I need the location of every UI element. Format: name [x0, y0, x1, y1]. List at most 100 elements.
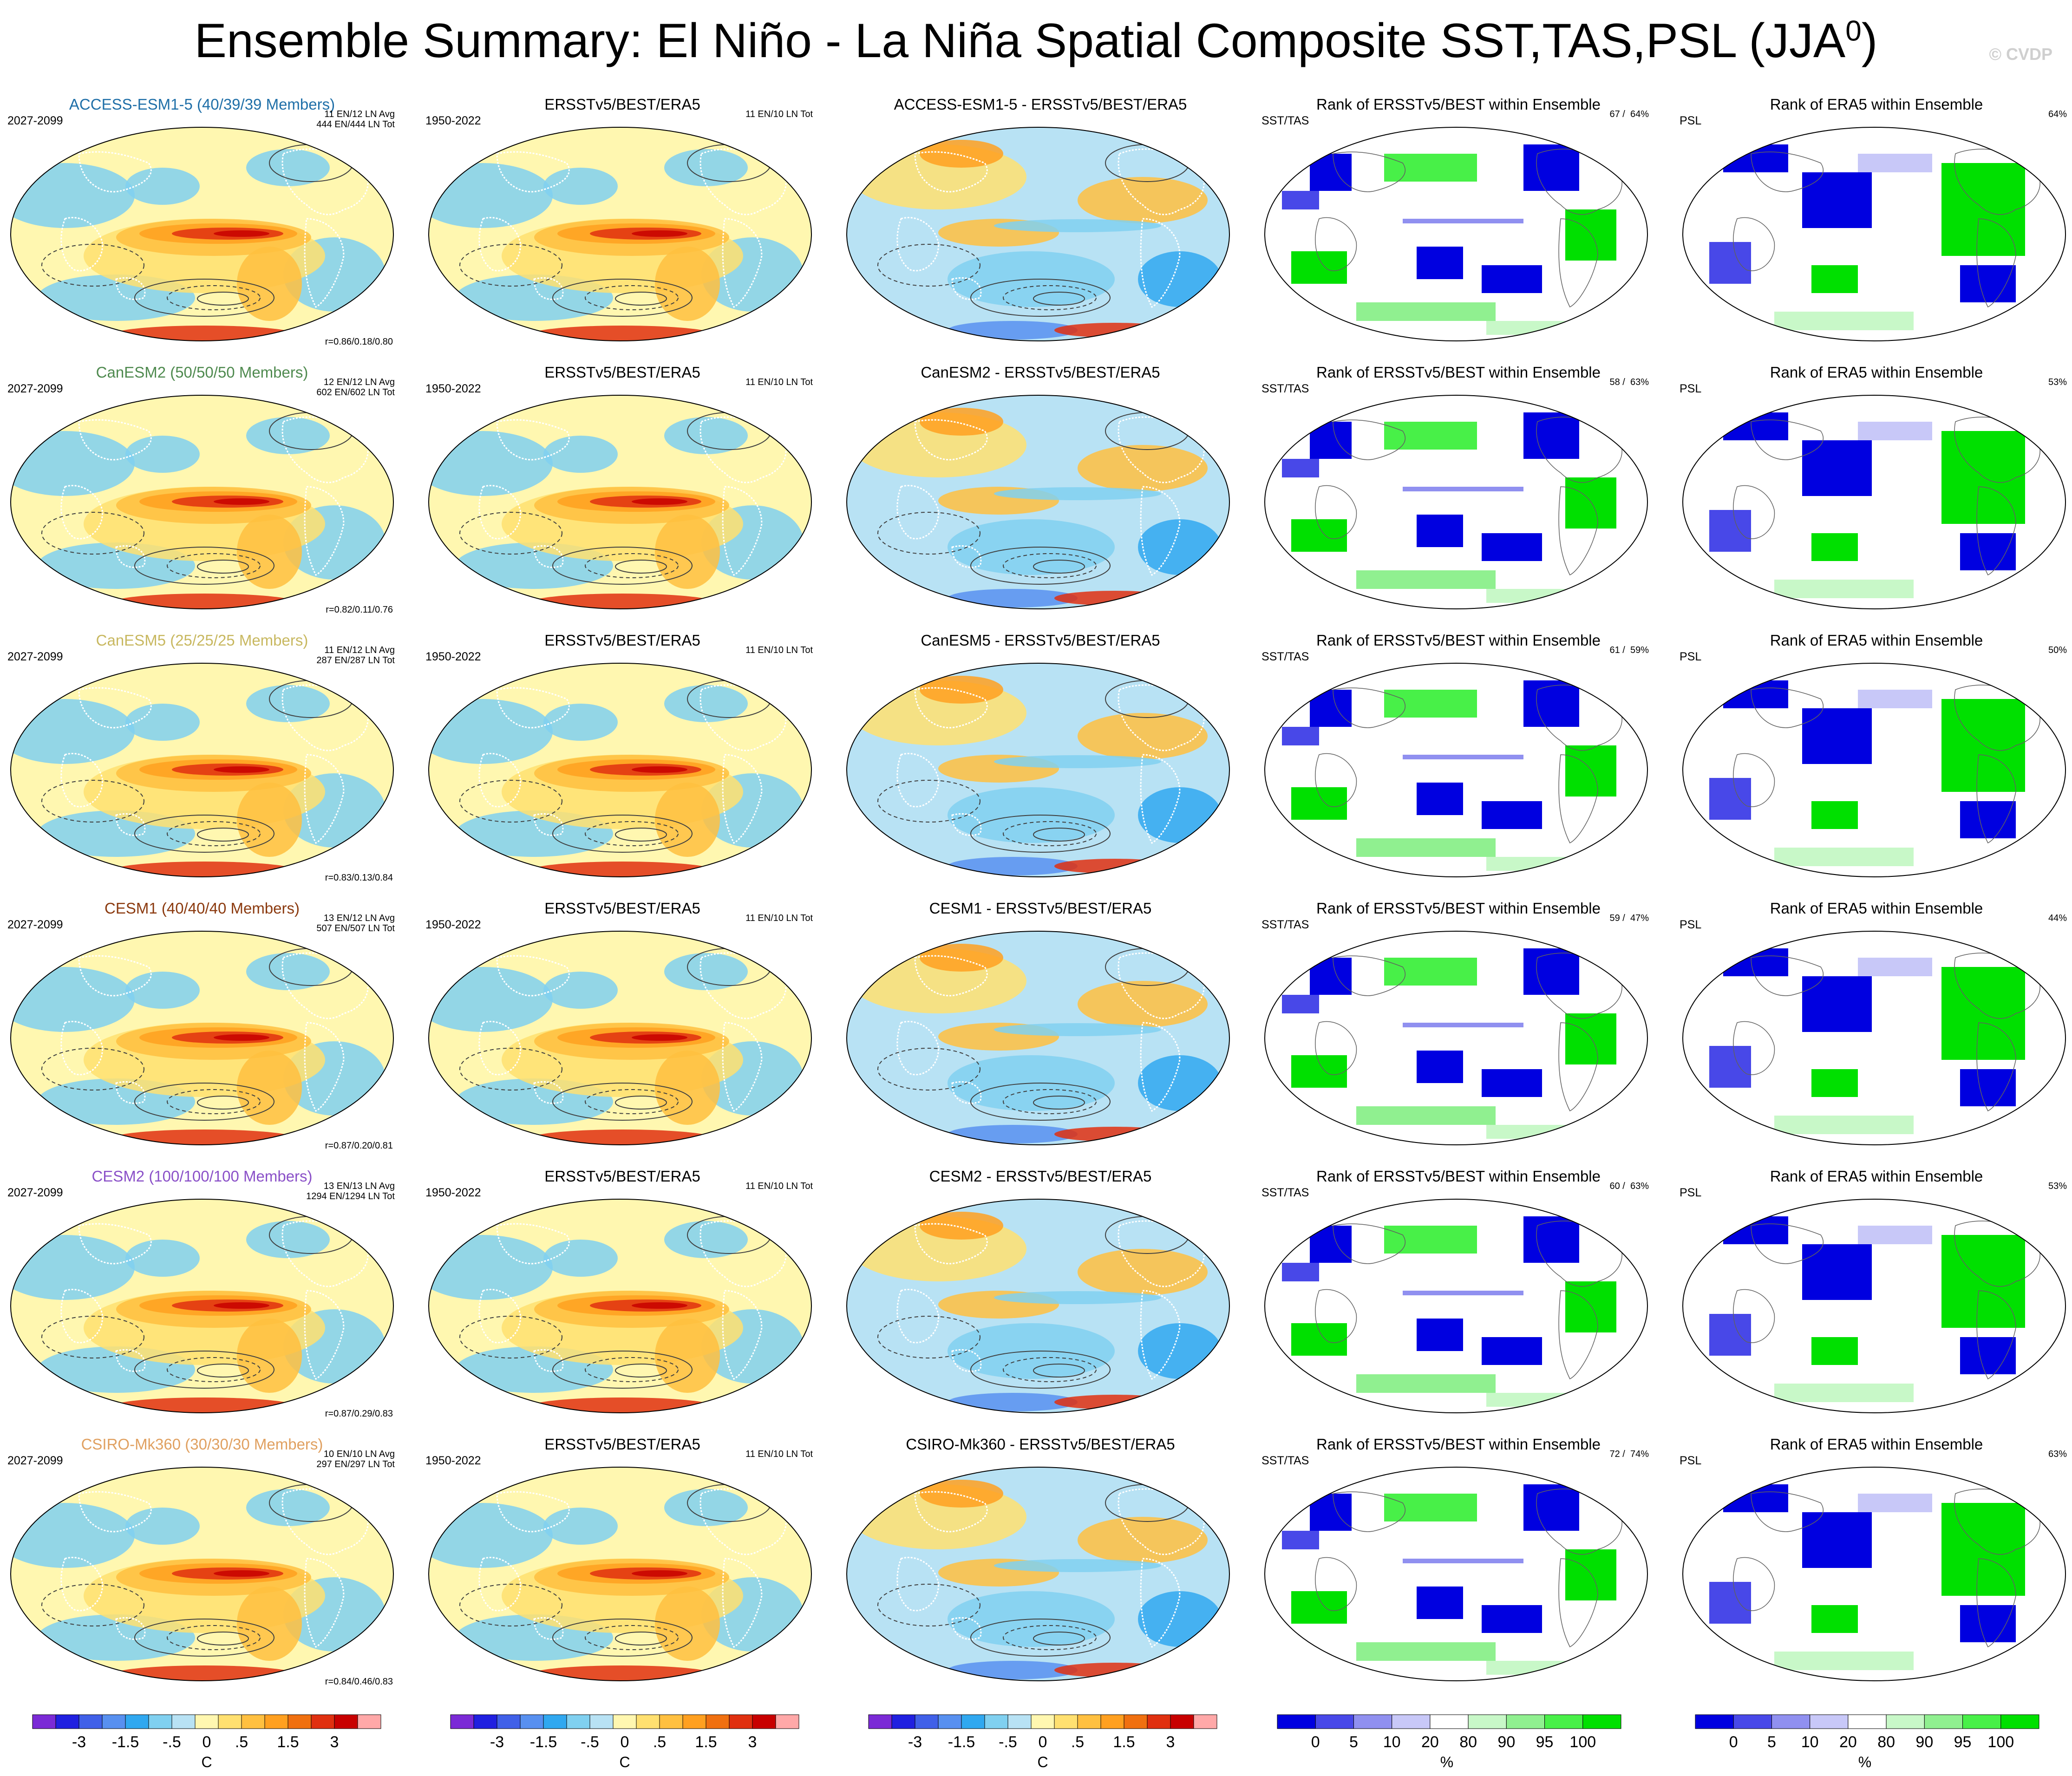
map-model — [9, 662, 395, 878]
rank-region — [1310, 1494, 1352, 1531]
panel-rank-psl-2: Rank of ERA5 within Ensemble PSL 50% — [1672, 631, 2072, 891]
colorbar-tick-label: -1.5 — [530, 1733, 557, 1751]
land-outline — [914, 1223, 988, 1265]
colorbar-svg: 0 5 10 20 80 90 95 100 — [1277, 1714, 1621, 1751]
psl-contour — [1003, 821, 1097, 846]
land-outline — [896, 1020, 939, 1076]
panel-model-5: CSIRO-Mk360 (30/30/30 Members) 2027-2099 1… — [0, 1435, 409, 1695]
colorbar-tick-label: 20 — [1839, 1733, 1857, 1751]
map-plot — [428, 1199, 812, 1413]
psl-contour — [1003, 1625, 1097, 1650]
coastline — [1315, 485, 1357, 539]
rank-region — [1486, 857, 1579, 871]
land-outline — [60, 216, 103, 272]
rank-region — [1565, 1013, 1616, 1064]
rank-region — [1802, 440, 1872, 496]
map-border — [428, 127, 812, 341]
psl-contour — [41, 780, 144, 823]
rank-region — [1941, 163, 2025, 256]
colorbar-tick-label: 5 — [1349, 1733, 1358, 1751]
rank-region — [1774, 1384, 1914, 1402]
colorbar-swatch — [1054, 1714, 1078, 1729]
colorbar-swatch — [868, 1714, 892, 1729]
anomaly-region — [1078, 177, 1208, 223]
rank-region — [1523, 1216, 1579, 1263]
rank-region — [1858, 1494, 1932, 1512]
anomaly-region — [1138, 1055, 1222, 1111]
map-plot — [428, 395, 812, 609]
variable-label: PSL — [1680, 918, 1702, 931]
period-label: 1950-2022 — [425, 114, 481, 127]
colorbar-swatch — [636, 1714, 660, 1729]
coastline — [1315, 1021, 1357, 1075]
anomaly-region — [543, 168, 618, 205]
land-outline — [78, 687, 152, 729]
rank-region — [1356, 302, 1496, 321]
anomaly-region — [1078, 981, 1208, 1027]
coastline — [1976, 1290, 2016, 1380]
colorbar-tick-label: 80 — [1877, 1733, 1895, 1751]
colorbar-swatch — [1392, 1714, 1431, 1729]
land-outline — [722, 1558, 763, 1648]
rank-region — [1356, 1374, 1496, 1393]
land-outline — [304, 1558, 345, 1648]
land-outline — [115, 1617, 146, 1640]
land-outline — [478, 1556, 521, 1612]
anomaly-region — [543, 704, 618, 741]
rank-region — [1960, 533, 2016, 570]
coastline — [1558, 486, 1598, 576]
rank-region — [1709, 510, 1751, 552]
land-outline — [496, 687, 570, 729]
colorbar-swatch — [1582, 1714, 1621, 1729]
anomaly-region — [632, 230, 687, 237]
map-plot — [1264, 395, 1648, 609]
rank-percent: 50% — [2048, 645, 2067, 655]
panel-title-rank-psl: Rank of ERA5 within Ensemble — [1770, 364, 1983, 381]
map-border — [846, 1199, 1230, 1413]
rank-percent: 44% — [2048, 913, 2067, 923]
map-obs — [427, 126, 813, 342]
panel-model-1: CanESM2 (50/50/50 Members) 2027-2099 12 EN… — [0, 363, 409, 623]
panel-title-rank-sst: Rank of ERSSTv5/BEST within Ensemble — [1316, 900, 1601, 917]
colorbar-swatch — [1124, 1714, 1148, 1729]
rank-region — [1482, 265, 1542, 293]
anomaly-region — [125, 704, 200, 741]
coastline — [1558, 218, 1598, 308]
psl-contour — [1003, 1089, 1097, 1114]
psl-contour — [167, 821, 261, 846]
variable-label: SST/TAS — [1262, 1186, 1309, 1199]
rank-region — [1811, 533, 1858, 561]
map-model — [9, 1466, 395, 1682]
anomaly-region — [632, 766, 687, 773]
psl-contour — [41, 244, 144, 287]
panel-model-3: CESM1 (40/40/40 Members) 2027-2099 13 EN/1… — [0, 899, 409, 1159]
period-label: 2027-2099 — [7, 650, 63, 663]
rank-region — [1811, 1337, 1858, 1365]
map-border — [1264, 395, 1648, 609]
colorbar-tick-label: .5 — [653, 1733, 666, 1751]
colorbar-tick-label: 3 — [1166, 1733, 1175, 1751]
anomaly-region — [246, 1221, 330, 1258]
rank-region — [1403, 219, 1523, 223]
rank-region — [1941, 431, 2025, 524]
rank-region — [1356, 1106, 1496, 1125]
land-outline — [478, 752, 521, 808]
period-label: 1950-2022 — [425, 382, 481, 395]
psl-contour — [1003, 553, 1097, 578]
map-plot — [846, 1467, 1230, 1681]
map-rank-psl — [1681, 394, 2067, 610]
colorbar-tick-label: -.5 — [999, 1733, 1017, 1751]
colorbar-tick-label: 90 — [1915, 1733, 1933, 1751]
psl-contour — [970, 279, 1111, 317]
map-diff — [845, 1198, 1231, 1414]
rank-region — [1523, 1484, 1579, 1531]
land-outline — [914, 419, 988, 461]
panel-title-rank-psl: Rank of ERA5 within Ensemble — [1770, 632, 1983, 649]
psl-contour — [1033, 828, 1085, 842]
anomaly-region — [1138, 1591, 1222, 1647]
colorbar-swatch — [1733, 1714, 1772, 1729]
rank-region — [1774, 1116, 1914, 1134]
land-outline — [115, 1081, 146, 1104]
colorbar-tick-label: -3 — [490, 1733, 504, 1751]
rank-percent: 72 / 74% — [1609, 1449, 1649, 1459]
